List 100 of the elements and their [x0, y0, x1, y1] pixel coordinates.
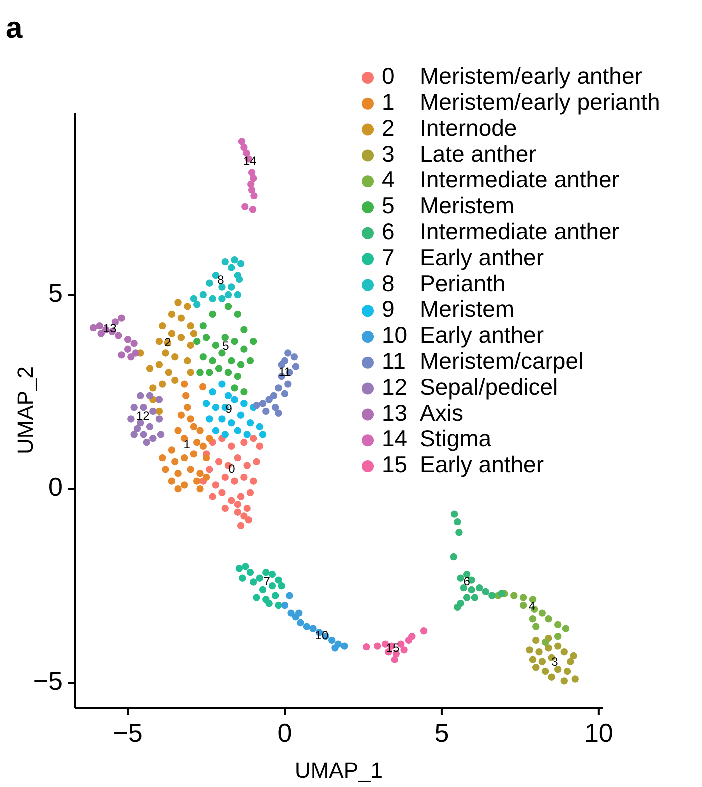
point	[303, 623, 311, 630]
legend-label: 0 Meristem/early anther	[382, 63, 643, 90]
point	[130, 340, 138, 348]
point	[234, 501, 242, 508]
point	[237, 412, 245, 419]
point	[206, 466, 214, 474]
point	[270, 392, 278, 400]
point	[268, 570, 276, 578]
point	[156, 408, 164, 416]
point	[182, 392, 190, 400]
point	[168, 330, 176, 338]
legend-label: 15 Early anther	[382, 452, 544, 478]
point	[172, 376, 179, 384]
point	[150, 384, 157, 392]
point	[240, 438, 248, 446]
point	[174, 427, 182, 434]
point	[228, 284, 236, 291]
point	[174, 485, 182, 493]
point	[143, 438, 150, 446]
point	[162, 466, 170, 474]
legend-label: 9 Meristem	[382, 296, 515, 322]
point	[130, 404, 138, 412]
point	[228, 420, 236, 427]
point	[224, 369, 232, 376]
point	[450, 553, 458, 561]
point	[168, 478, 176, 485]
annotation: 3	[552, 655, 559, 670]
point	[218, 380, 226, 388]
point	[242, 563, 250, 570]
point	[246, 420, 254, 427]
point	[532, 664, 540, 672]
point	[215, 365, 223, 372]
annotation: 0	[228, 462, 236, 476]
point	[200, 354, 207, 361]
point	[180, 482, 188, 489]
point	[248, 180, 255, 188]
point	[202, 474, 210, 482]
point	[132, 350, 140, 357]
point	[200, 442, 207, 450]
point	[268, 582, 276, 590]
point	[564, 668, 572, 676]
point	[562, 625, 570, 632]
legend-label: 12 Sepal/pedicel	[382, 374, 558, 400]
point	[248, 186, 256, 194]
point	[250, 174, 258, 182]
point	[246, 568, 254, 576]
point	[128, 416, 135, 423]
point	[137, 420, 144, 427]
point	[237, 493, 245, 500]
point	[272, 592, 280, 600]
point	[244, 462, 251, 470]
point	[238, 138, 246, 146]
point	[178, 412, 186, 419]
annotation: 12	[136, 409, 150, 424]
point	[231, 396, 238, 404]
point	[194, 478, 201, 485]
point	[296, 610, 303, 617]
point	[184, 303, 192, 310]
point	[212, 482, 220, 489]
point	[237, 260, 245, 268]
point	[209, 295, 216, 303]
point	[536, 648, 543, 656]
point	[165, 369, 172, 376]
point	[281, 390, 289, 398]
point	[231, 478, 238, 485]
point	[194, 301, 201, 308]
point	[200, 291, 207, 299]
point	[96, 322, 104, 330]
point	[488, 592, 496, 600]
point	[202, 400, 210, 408]
point	[567, 658, 574, 666]
point	[174, 470, 182, 478]
point	[510, 592, 518, 600]
point	[538, 658, 546, 666]
point	[206, 280, 214, 287]
point	[234, 508, 242, 516]
point	[98, 330, 105, 338]
point	[266, 600, 273, 608]
point	[554, 642, 562, 650]
point	[190, 450, 198, 458]
point	[184, 357, 192, 365]
legend-label: 7 Early anther	[382, 244, 544, 270]
point	[250, 192, 258, 200]
point	[420, 628, 428, 635]
point	[115, 332, 122, 340]
point	[218, 489, 226, 497]
point	[240, 326, 248, 334]
point	[124, 346, 132, 353]
point	[262, 568, 270, 576]
point	[542, 638, 550, 646]
point	[218, 416, 226, 423]
point	[168, 310, 176, 318]
point	[482, 588, 490, 596]
point	[118, 314, 126, 322]
point	[240, 144, 248, 152]
point	[454, 518, 462, 526]
point	[243, 150, 250, 157]
point	[262, 408, 270, 416]
point	[222, 474, 229, 482]
x-tick-label: 10	[584, 718, 614, 748]
